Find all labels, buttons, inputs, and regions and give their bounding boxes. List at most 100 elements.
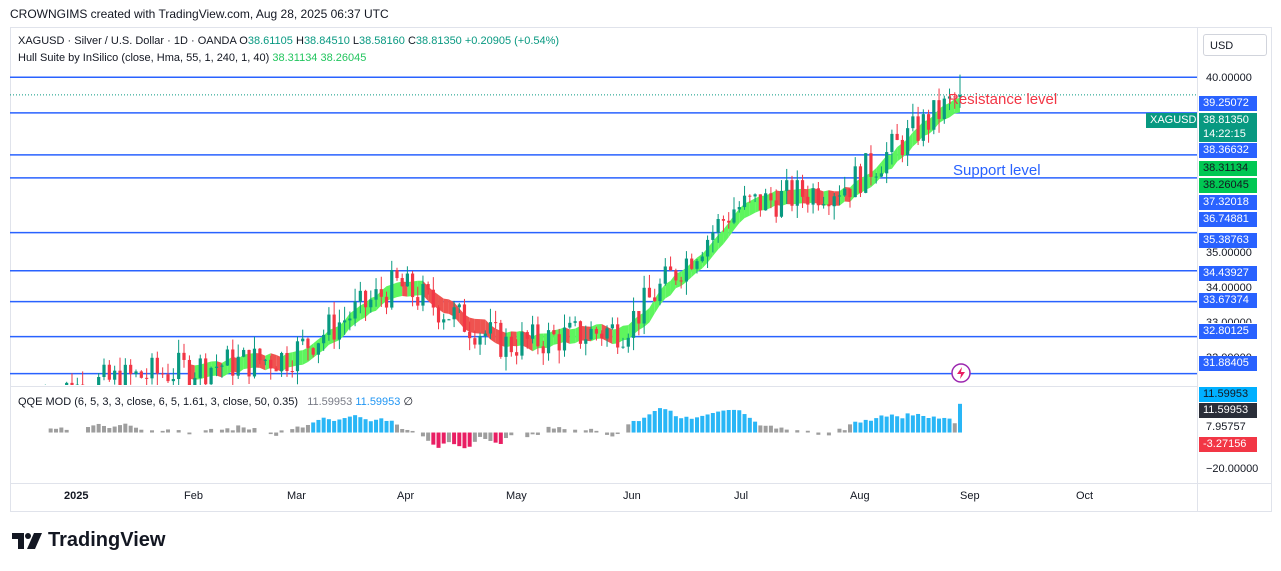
level-tag: 38.36632 [1199,143,1257,158]
candle-body [150,357,154,379]
candle-body [916,116,920,141]
qqe-bar [658,408,662,433]
candle-body [578,321,583,344]
hull-tag: 38.31134 [1199,161,1257,176]
qqe-bar [353,415,358,433]
candle-body [947,96,952,99]
qqe-bar [947,418,952,433]
qqe-bar [747,417,752,433]
candle-body [483,333,487,337]
qqe-bar [684,416,689,433]
hull-band-segment [749,198,756,216]
candle-body [932,100,936,130]
qqe-bar [926,418,931,433]
candle-body [187,359,192,385]
qqe-bar [626,424,631,433]
qqe-bar [642,417,647,433]
flash-icon[interactable] [950,362,972,384]
candle-body [926,114,931,130]
candle-body [822,204,826,206]
candle-body [177,352,181,380]
qqe-bar [342,418,347,433]
symbol-tag: XAGUSD [1146,113,1197,128]
qqe-bar [858,422,863,433]
qqe-bar [689,418,694,433]
high-value: 38.84510 [303,35,350,47]
candle-body [795,180,799,206]
candle-body [369,299,373,308]
time-tick: Oct [1076,490,1094,502]
tradingview-logo[interactable]: TradingView [12,529,165,552]
level-tag: 32.80125 [1199,324,1257,339]
candle-body [166,374,170,382]
candle-body [631,311,636,338]
qqe-bar [837,428,842,433]
last-price-tag: 38.81350 [1199,113,1257,128]
qqe-bar [483,432,488,439]
qqe-bar [305,424,310,433]
candle-body [322,334,326,344]
candle-body [44,392,47,393]
candle-body [663,266,667,284]
qqe-bar [705,414,710,433]
candle-group [44,74,962,393]
candle-body [139,371,143,378]
time-tick: May [506,490,527,502]
candle-body [858,166,863,193]
candle-body [562,327,567,351]
qqe-bar [695,417,699,433]
hull-band-segment [344,313,350,336]
qqe-bar [166,429,170,433]
candle-body [70,382,74,385]
qqe-bar [118,425,122,433]
close-value: 38.81350 [415,35,462,47]
candle-body [573,321,577,323]
open-label: O [239,35,248,47]
time-tick: Mar [287,490,306,502]
candle-body [295,341,300,372]
qqe-bar [905,413,910,433]
qqe-bar [562,429,567,433]
qqe-bar [112,426,117,433]
candle-body [711,232,715,240]
qqe-bar [247,429,252,433]
candle-body [285,352,289,371]
candle-body [869,153,873,177]
qqe-bar [784,429,789,433]
open-value: 38.61105 [247,35,293,47]
qqe-bar [700,415,705,433]
candle-body [557,334,561,351]
qqe-bar [853,421,858,433]
candle-body [895,133,899,140]
time-tick: 2025 [64,490,89,502]
candle-body [198,358,202,378]
qqe-bar [931,416,936,433]
price-tick: 35.00000 [1206,247,1252,259]
candle-body [742,195,747,208]
qqe-bar [187,432,192,435]
price-tick: 34.00000 [1206,282,1252,294]
currency-selector[interactable]: USD [1203,34,1267,56]
hull-band-segment [480,319,486,335]
qqe-value-1: 11.59953 [307,396,353,408]
candle-body [879,173,884,177]
qqe-bar [102,425,106,433]
qqe-bar [668,410,673,433]
qqe-bar [763,425,768,433]
candle-body [129,364,133,375]
candle-body [236,356,240,376]
candle-body [774,200,778,217]
qqe-bar [96,423,101,433]
qqe-bar [530,432,535,435]
chart-header: CROWNGIMS created with TradingView.com, … [10,7,389,21]
candle-body [468,331,472,339]
qqe-bar [710,413,715,433]
candle-body [81,384,85,385]
candle-body [790,180,794,206]
candle-body [520,332,524,356]
candle-body [668,266,673,271]
candle-body [785,180,789,191]
qqe-bar [457,432,462,447]
candle-body [353,301,357,319]
